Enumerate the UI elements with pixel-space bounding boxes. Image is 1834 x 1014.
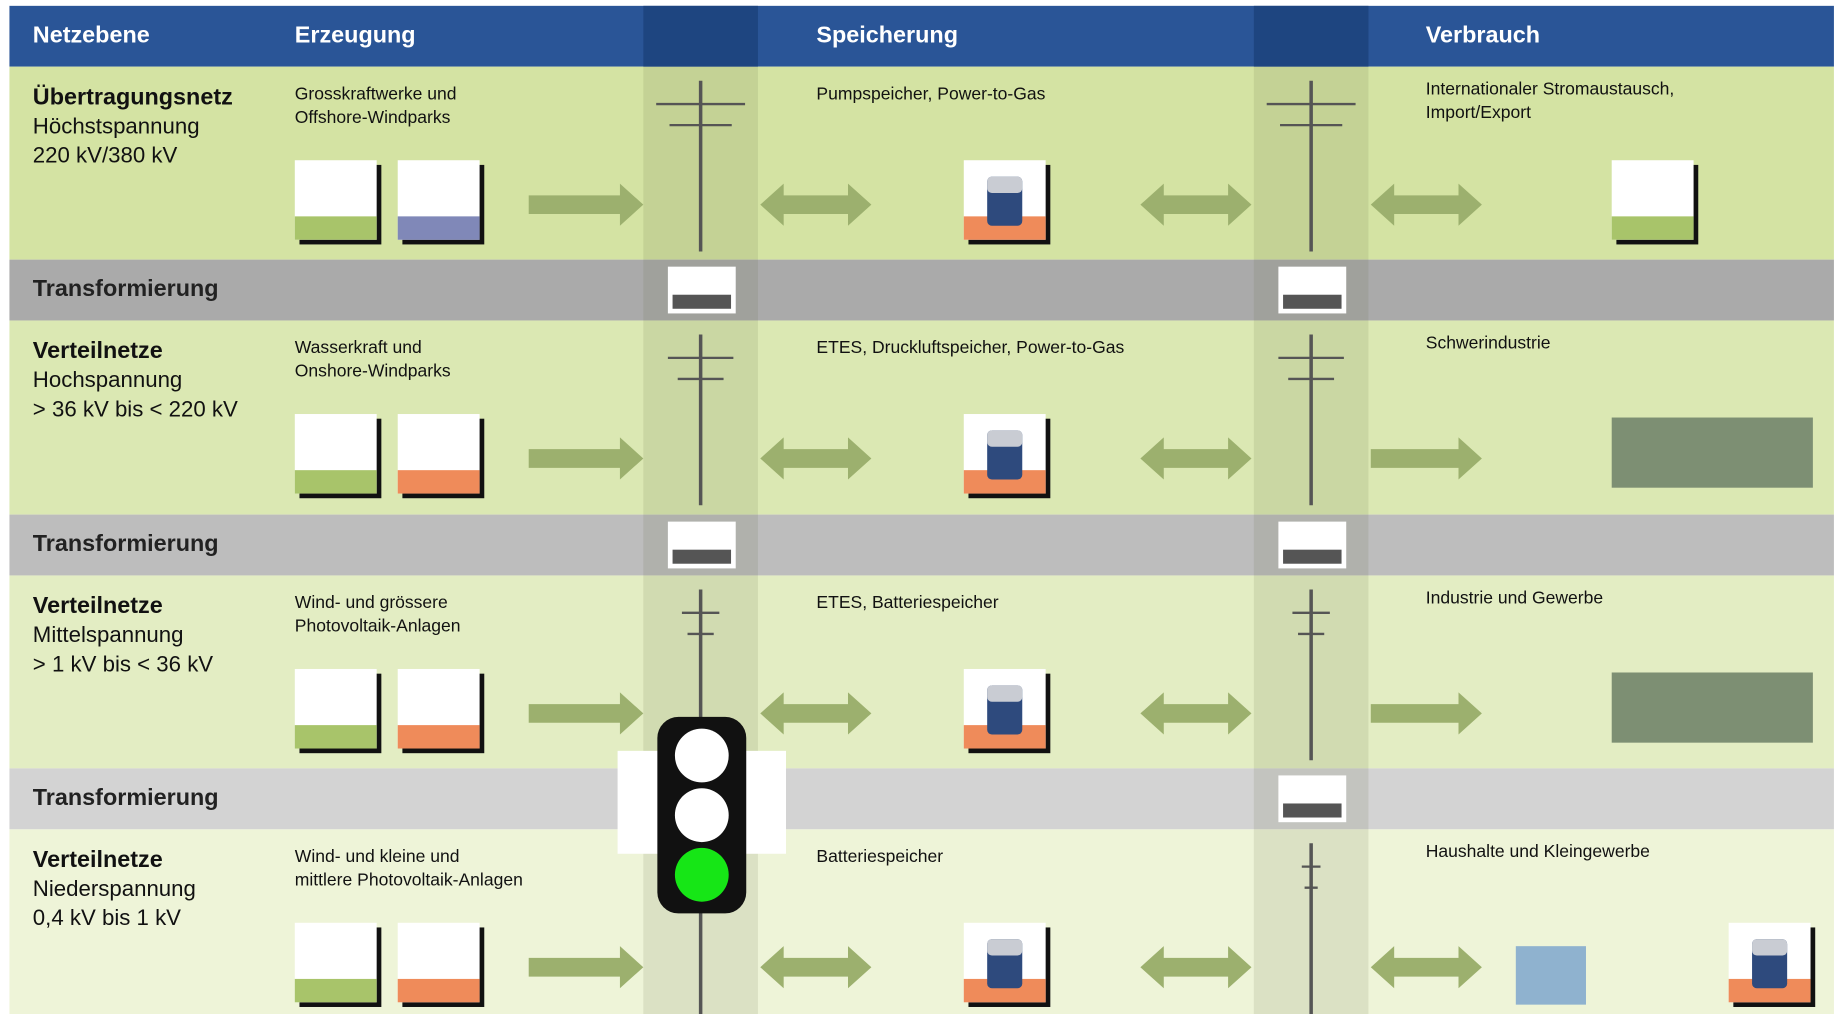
grid-column	[1254, 6, 1369, 67]
battery-top	[987, 685, 1022, 701]
generation-text: Grosskraftwerke und	[295, 83, 457, 103]
generation-text: Wasserkraft und	[295, 337, 422, 357]
battery-top	[987, 430, 1022, 446]
voltage: > 36 kV bis < 220 kV	[33, 396, 238, 421]
generation-icon-ground	[398, 470, 480, 493]
storage-text: Batteriespeicher	[816, 846, 943, 866]
transformer-base	[1283, 803, 1341, 817]
level-name: Verteilnetze	[33, 592, 163, 618]
storage-text: ETES, Batteriespeicher	[816, 592, 998, 612]
generation-icon-ground	[295, 725, 377, 748]
traffic-lamp	[675, 788, 729, 842]
generation-text: Wind- und kleine und	[295, 846, 460, 866]
traffic-lamp	[675, 848, 729, 902]
consumption-text: Haushalte und Kleingewerbe	[1426, 841, 1650, 861]
battery-top	[987, 177, 1022, 193]
column-header: Erzeugung	[295, 21, 416, 47]
battery-top	[1752, 939, 1787, 955]
consumption-text: Import/Export	[1426, 102, 1531, 122]
generation-icon-ground	[295, 470, 377, 493]
consumption-text: Schwerindustrie	[1426, 332, 1551, 352]
flag-icon-ground	[1612, 216, 1694, 239]
column-header: Verbrauch	[1426, 21, 1540, 47]
consumption-text: Internationaler Stromaustausch,	[1426, 79, 1675, 99]
level-name: Verteilnetze	[33, 846, 163, 872]
level-name: Verteilnetze	[33, 337, 163, 363]
storage-text: Pumpspeicher, Power-to-Gas	[816, 83, 1045, 103]
transform-label: Transformierung	[33, 784, 219, 810]
generation-text: Wind- und grössere	[295, 592, 448, 612]
generation-text: Onshore-Windparks	[295, 361, 451, 381]
factory	[1612, 418, 1813, 488]
page: {"header":{"columns":["Netzebene","Erzeu…	[0, 0, 1834, 1014]
battery-top	[987, 939, 1022, 955]
transform-band	[9, 260, 1833, 321]
transform-label: Transformierung	[33, 530, 219, 556]
column-header: Speicherung	[816, 21, 958, 47]
consumption-text: Industrie und Gewerbe	[1426, 587, 1603, 607]
transformer-base	[673, 295, 731, 309]
generation-icon-ground	[398, 979, 480, 1002]
generation-text: Photovoltaik-Anlagen	[295, 616, 461, 636]
house	[1516, 946, 1586, 1004]
voltage: Niederspannung	[33, 876, 196, 901]
column-header: Netzebene	[33, 21, 150, 47]
voltage: 220 kV/380 kV	[33, 143, 178, 168]
transformer-base	[673, 550, 731, 564]
generation-icon-ground	[398, 725, 480, 748]
generation-text: mittlere Photovoltaik-Anlagen	[295, 869, 523, 889]
grid-column	[643, 6, 758, 67]
generation-icon-ground	[295, 216, 377, 239]
transform-label: Transformierung	[33, 275, 219, 301]
voltage: > 1 kV bis < 36 kV	[33, 651, 214, 676]
traffic-lamp	[675, 729, 729, 783]
voltage: 0,4 kV bis 1 kV	[33, 905, 181, 930]
generation-icon-ground	[398, 216, 480, 239]
transform-band	[9, 515, 1833, 576]
voltage: Höchstspannung	[33, 113, 200, 138]
voltage: Hochspannung	[33, 367, 182, 392]
transformer-base	[1283, 550, 1341, 564]
diagram: Transformierung Transformierung Transformi…	[0, 0, 1834, 1014]
transformer-base	[1283, 295, 1341, 309]
voltage: Mittelspannung	[33, 622, 184, 647]
transform-band	[9, 768, 1833, 829]
generation-text: Offshore-Windparks	[295, 107, 451, 127]
generation-icon-ground	[295, 979, 377, 1002]
level-name: Übertragungsnetz	[33, 83, 233, 109]
storage-text: ETES, Druckluftspeicher, Power-to-Gas	[816, 337, 1124, 357]
factory	[1612, 672, 1813, 742]
